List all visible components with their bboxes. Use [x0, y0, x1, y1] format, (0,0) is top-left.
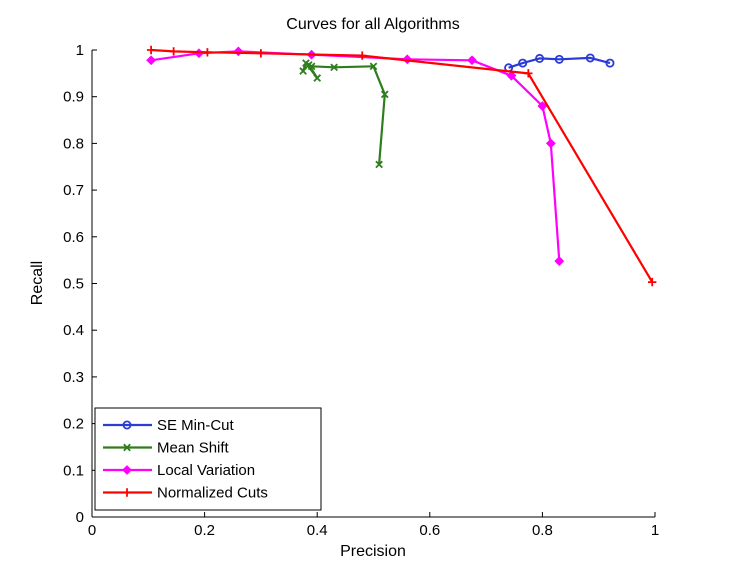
legend-label: Mean Shift — [157, 440, 230, 457]
legend-marker — [123, 443, 131, 452]
data-point — [518, 58, 528, 68]
y-tick-label: 0 — [76, 509, 84, 526]
data-point — [605, 58, 615, 68]
x-tick-label: 1 — [651, 522, 659, 539]
x-axis-title: Precision — [340, 543, 406, 560]
data-point — [380, 90, 389, 99]
data-point — [554, 256, 565, 266]
x-tick-label: 0 — [88, 522, 96, 539]
y-tick-label: 0.3 — [63, 369, 84, 386]
data-point — [535, 53, 545, 63]
chart-title: Curves for all Algorithms — [286, 16, 459, 33]
data-point — [203, 48, 212, 57]
y-tick-label: 0.6 — [63, 229, 84, 246]
data-point — [375, 160, 383, 169]
data-point — [467, 55, 477, 66]
plot-area: 0 0.2 0.4 0.6 0.8 1 0 0.1 0.2 0.3 0.4 0.5 0.6 0.7 0.8 0… — [63, 42, 659, 539]
legend-label: SE Min-Cut — [157, 417, 235, 434]
x-tick-label: 0.8 — [532, 522, 553, 539]
y-tick-label: 0.2 — [63, 416, 84, 433]
data-point — [146, 45, 156, 55]
legend-marker — [122, 420, 132, 430]
legend-marker — [122, 465, 132, 475]
y-tick-label: 0.9 — [63, 89, 84, 106]
y-axis-title: Recall — [29, 261, 46, 305]
data-point — [524, 69, 533, 78]
data-point — [369, 62, 378, 71]
data-point — [194, 48, 204, 59]
data-point — [554, 54, 564, 64]
series-line — [150, 50, 561, 262]
y-tick-label: 0.5 — [63, 276, 84, 293]
data-point — [585, 53, 595, 63]
data-point — [169, 47, 178, 56]
data-point — [313, 74, 322, 82]
series-line — [151, 48, 654, 283]
y-tick-label: 0.4 — [63, 322, 84, 339]
data-point — [256, 49, 266, 58]
legend-marker — [122, 488, 132, 497]
data-point — [545, 138, 556, 149]
y-tick-label: 0.8 — [63, 135, 84, 152]
legend-label: Local Variation — [157, 462, 255, 479]
data-point — [330, 63, 338, 72]
data-point — [307, 62, 316, 71]
data-point — [358, 51, 367, 60]
legend-label: Normalized Cuts — [157, 485, 268, 502]
y-tick-label: 0.7 — [63, 182, 84, 199]
x-tick-label: 0.6 — [419, 522, 440, 539]
data-point — [233, 46, 244, 57]
legend: SE Min-Cut Mean Shift Local Variation Norma… — [94, 407, 322, 511]
x-tick-label: 0.4 — [307, 522, 328, 539]
data-point — [537, 101, 548, 111]
y-tick-label: 0.1 — [63, 462, 84, 479]
data-point — [506, 70, 517, 81]
x-tick-label: 0.2 — [194, 522, 215, 539]
series-line — [302, 62, 386, 165]
data-point — [146, 55, 157, 66]
data-point — [299, 67, 307, 75]
y-tick-label: 1 — [76, 42, 84, 59]
data-point — [647, 277, 657, 287]
